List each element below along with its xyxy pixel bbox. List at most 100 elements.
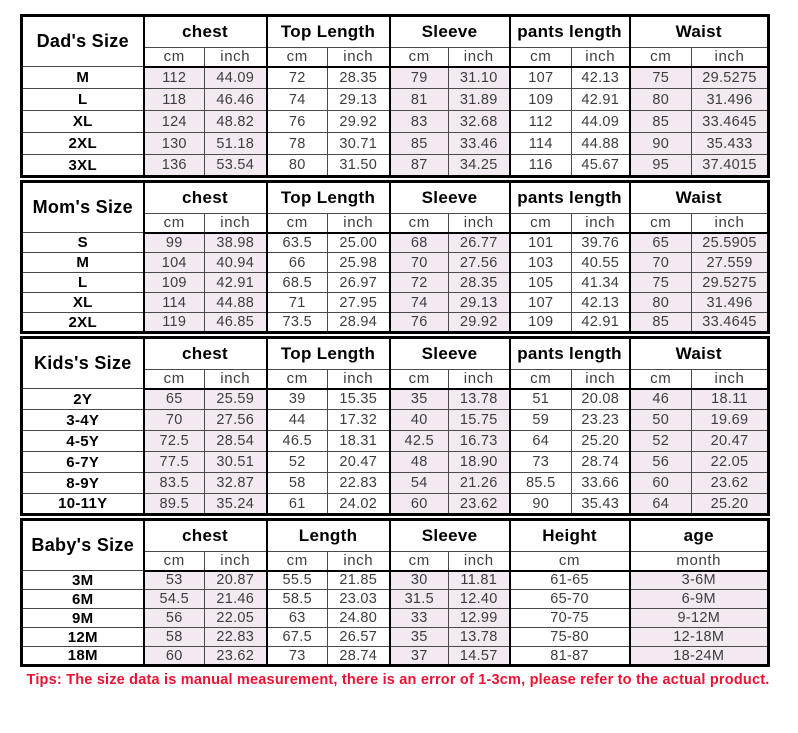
size-value-cell: 85 [628, 110, 693, 133]
size-value-cell: 48 [388, 451, 450, 473]
size-value-cell: 16.73 [448, 430, 511, 452]
column-group-header: pants length [508, 181, 631, 214]
size-table-dad-s-size: Dad's Size chest Top Length Sleeve pants len… [20, 14, 771, 178]
size-value-cell: 12.99 [448, 608, 511, 628]
column-group-header: age [628, 519, 770, 552]
size-value-cell: 54.5 [142, 589, 205, 609]
size-value-cell: 107 [508, 66, 573, 89]
unit-header: cm [142, 213, 205, 234]
size-value-cell: 25.59 [203, 388, 268, 410]
column-group-header: Top Length [265, 15, 391, 48]
size-row-label: XL [21, 292, 144, 313]
size-value-cell: 48.82 [203, 110, 268, 133]
column-group-header: Length [265, 519, 391, 552]
unit-header: cm [265, 213, 329, 234]
size-value-cell: 6-9M [628, 589, 770, 609]
size-value-cell: 23.03 [327, 589, 391, 609]
size-value-cell: 23.62 [448, 493, 511, 515]
unit-header: cm [508, 213, 573, 234]
size-value-cell: 64 [508, 430, 573, 452]
size-value-cell: 53.54 [203, 154, 268, 177]
size-value-cell: 107 [508, 292, 573, 313]
size-value-cell: 30.71 [327, 132, 391, 155]
size-value-cell: 83 [388, 110, 450, 133]
size-value-cell: 18-24M [628, 646, 770, 666]
size-value-cell: 68.5 [265, 272, 329, 293]
size-value-cell: 22.05 [203, 608, 268, 628]
unit-header: cm [388, 369, 450, 390]
table-row: 3-4Y 70 27.56 44 17.32 40 15.75 59 23.23 50 19.69 [21, 409, 770, 431]
unit-header: inch [203, 213, 268, 234]
size-value-cell: 103 [508, 252, 573, 273]
table-row: XL 124 48.82 76 29.92 83 32.68 112 44.09 85 33.464… [21, 110, 770, 133]
unit-header: cm [508, 47, 573, 68]
size-value-cell: 35 [388, 388, 450, 410]
unit-header: cm [388, 47, 450, 68]
section-title: Kids's Size [21, 337, 144, 389]
size-value-cell: 58 [142, 627, 205, 647]
size-value-cell: 56 [628, 451, 693, 473]
size-value-cell: 70 [628, 252, 693, 273]
size-value-cell: 81 [388, 88, 450, 111]
size-value-cell: 17.32 [327, 409, 391, 431]
size-value-cell: 56 [142, 608, 205, 628]
column-group-header: Sleeve [388, 519, 511, 552]
size-value-cell: 27.559 [691, 252, 770, 273]
size-value-cell: 32.68 [448, 110, 511, 133]
size-row-label: M [21, 66, 144, 89]
size-value-cell: 60 [142, 646, 205, 666]
size-row-label: 2Y [21, 388, 144, 410]
unit-header: month [628, 551, 770, 572]
table-row: 12M 58 22.83 67.5 26.57 35 13.78 75-80 12-18M [21, 627, 770, 647]
unit-row: cm inch cm inch cm inch cm inch cm inch [22, 369, 770, 390]
section-title: Dad's Size [21, 15, 144, 67]
table-row: M 112 44.09 72 28.35 79 31.10 107 42.13 75 29.5275 [21, 66, 770, 89]
size-value-cell: 13.78 [448, 627, 511, 647]
size-value-cell: 42.91 [571, 312, 631, 333]
size-value-cell: 76 [265, 110, 329, 133]
size-value-cell: 19.69 [691, 409, 770, 431]
table-row: 6-7Y 77.5 30.51 52 20.47 48 18.90 73 28.74 56 22.0… [21, 451, 770, 473]
size-value-cell: 42.13 [571, 292, 631, 313]
size-row-label: 2XL [21, 132, 144, 155]
unit-header: cm [142, 47, 205, 68]
size-value-cell: 44.88 [203, 292, 268, 313]
size-value-cell: 65-70 [508, 589, 631, 609]
size-value-cell: 42.91 [571, 88, 631, 111]
size-value-cell: 31.5 [388, 589, 450, 609]
size-value-cell: 70 [388, 252, 450, 273]
column-group-header: chest [142, 519, 268, 552]
size-value-cell: 27.56 [448, 252, 511, 273]
size-value-cell: 74 [265, 88, 329, 111]
size-value-cell: 136 [142, 154, 205, 177]
header-row: Kids's Size chest Top Length Sleeve pants le… [21, 337, 770, 389]
size-value-cell: 85 [388, 132, 450, 155]
column-group-header: Height [508, 519, 631, 552]
size-value-cell: 58.5 [265, 589, 329, 609]
size-value-cell: 26.77 [448, 232, 511, 253]
size-value-cell: 31.496 [691, 292, 770, 313]
size-row-label: 18M [21, 646, 144, 666]
size-value-cell: 105 [508, 272, 573, 293]
size-value-cell: 119 [142, 312, 205, 333]
size-value-cell: 73 [508, 451, 573, 473]
column-group-header: chest [142, 15, 268, 48]
size-value-cell: 31.496 [691, 88, 770, 111]
unit-header: cm [265, 551, 329, 572]
size-value-cell: 76 [388, 312, 450, 333]
size-value-cell: 75-80 [508, 627, 631, 647]
table-row: 3M 53 20.87 55.5 21.85 30 11.81 61-65 3-6M [21, 570, 770, 590]
unit-header: cm [508, 551, 631, 572]
size-value-cell: 27.95 [327, 292, 391, 313]
size-row-label: 8-9Y [21, 472, 144, 494]
size-value-cell: 35.433 [691, 132, 770, 155]
column-group-header: pants length [508, 15, 631, 48]
size-chart-page: Dad's Size chest Top Length Sleeve pants len… [20, 14, 798, 688]
size-value-cell: 80 [628, 292, 693, 313]
size-tables-container: Dad's Size chest Top Length Sleeve pants len… [20, 14, 798, 667]
size-value-cell: 104 [142, 252, 205, 273]
size-value-cell: 75 [628, 66, 693, 89]
size-value-cell: 9-12M [628, 608, 770, 628]
size-value-cell: 65 [628, 232, 693, 253]
size-value-cell: 23.23 [571, 409, 631, 431]
